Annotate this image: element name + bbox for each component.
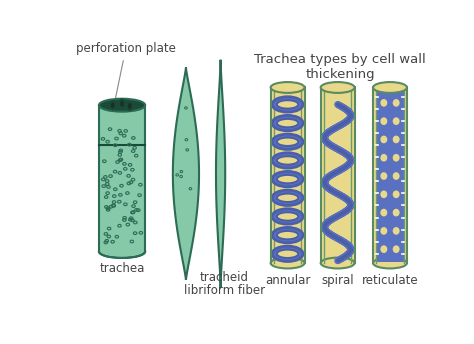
Ellipse shape bbox=[392, 99, 400, 107]
Text: trachea: trachea bbox=[100, 261, 145, 275]
Ellipse shape bbox=[128, 103, 132, 109]
Text: reticulate: reticulate bbox=[362, 274, 419, 287]
Polygon shape bbox=[216, 60, 225, 288]
Ellipse shape bbox=[272, 209, 303, 224]
Ellipse shape bbox=[392, 209, 400, 216]
Ellipse shape bbox=[271, 82, 304, 93]
Bar bbox=[99, 105, 145, 251]
Ellipse shape bbox=[277, 156, 298, 165]
Ellipse shape bbox=[380, 245, 387, 253]
Bar bbox=[376, 88, 404, 262]
Ellipse shape bbox=[277, 119, 298, 127]
Ellipse shape bbox=[392, 172, 400, 180]
Ellipse shape bbox=[272, 153, 303, 168]
Ellipse shape bbox=[109, 100, 116, 110]
Ellipse shape bbox=[277, 175, 298, 183]
Ellipse shape bbox=[380, 117, 387, 125]
Ellipse shape bbox=[272, 246, 303, 261]
Ellipse shape bbox=[277, 212, 298, 221]
Ellipse shape bbox=[272, 134, 303, 149]
Ellipse shape bbox=[277, 138, 298, 146]
Bar bbox=[373, 87, 407, 263]
Ellipse shape bbox=[321, 258, 355, 268]
Ellipse shape bbox=[271, 258, 304, 268]
Bar bbox=[321, 87, 355, 263]
Ellipse shape bbox=[127, 101, 133, 110]
Ellipse shape bbox=[277, 194, 298, 202]
Ellipse shape bbox=[120, 100, 124, 107]
Ellipse shape bbox=[277, 100, 298, 109]
Ellipse shape bbox=[272, 115, 303, 131]
Ellipse shape bbox=[380, 154, 387, 162]
Bar bbox=[271, 87, 304, 263]
Ellipse shape bbox=[272, 171, 303, 187]
Ellipse shape bbox=[277, 231, 298, 239]
Ellipse shape bbox=[99, 245, 145, 258]
Text: annular: annular bbox=[265, 274, 310, 287]
Ellipse shape bbox=[380, 191, 387, 198]
Ellipse shape bbox=[272, 227, 303, 243]
Ellipse shape bbox=[392, 154, 400, 162]
Text: spiral: spiral bbox=[321, 274, 354, 287]
Ellipse shape bbox=[373, 258, 407, 268]
Ellipse shape bbox=[380, 172, 387, 180]
Ellipse shape bbox=[392, 191, 400, 198]
Ellipse shape bbox=[277, 249, 298, 258]
Ellipse shape bbox=[392, 245, 400, 253]
Text: perforation plate: perforation plate bbox=[76, 42, 176, 101]
Ellipse shape bbox=[99, 99, 145, 112]
Ellipse shape bbox=[119, 99, 125, 108]
Polygon shape bbox=[173, 67, 199, 280]
Ellipse shape bbox=[392, 136, 400, 143]
Ellipse shape bbox=[272, 190, 303, 205]
Ellipse shape bbox=[321, 82, 355, 93]
Ellipse shape bbox=[380, 99, 387, 107]
Ellipse shape bbox=[392, 227, 400, 235]
Ellipse shape bbox=[380, 209, 387, 216]
Ellipse shape bbox=[380, 136, 387, 143]
Text: tracheid: tracheid bbox=[200, 271, 249, 284]
Ellipse shape bbox=[392, 117, 400, 125]
Ellipse shape bbox=[380, 227, 387, 235]
Text: libriform fiber: libriform fiber bbox=[184, 284, 265, 297]
Ellipse shape bbox=[111, 102, 115, 108]
Text: Trachea types by cell wall
thickening: Trachea types by cell wall thickening bbox=[254, 53, 426, 81]
Ellipse shape bbox=[272, 97, 303, 112]
Ellipse shape bbox=[373, 82, 407, 93]
